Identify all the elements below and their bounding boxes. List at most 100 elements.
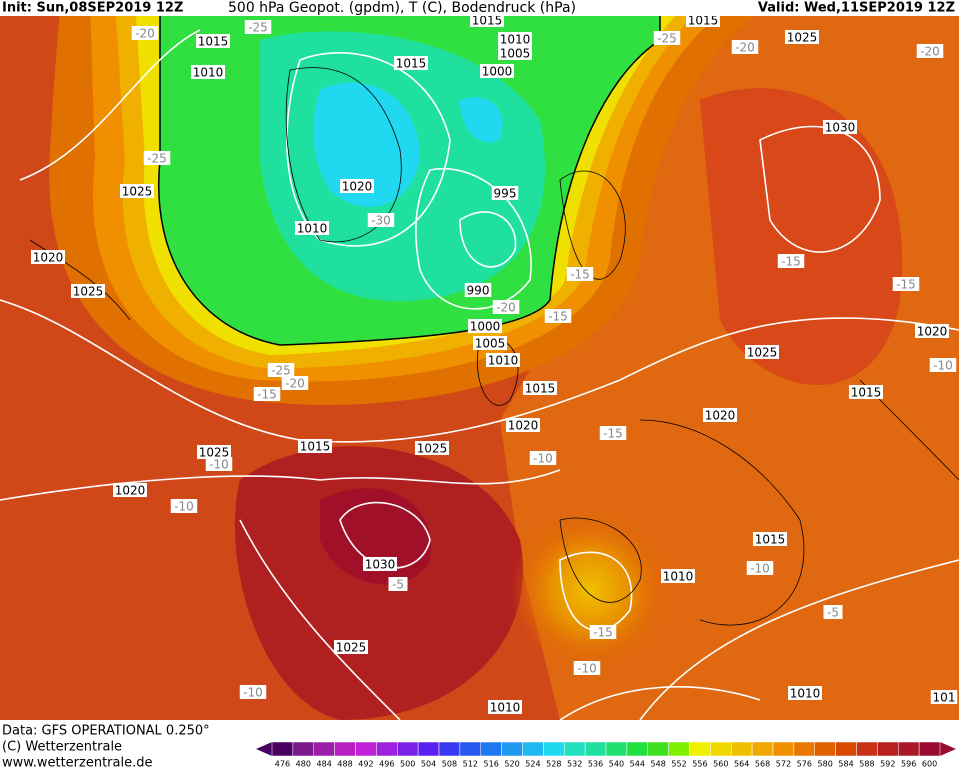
colorbar-swatch [292,741,314,757]
temperature-label: -15 [896,278,916,292]
colorbar-swatch [689,741,711,757]
colorbar-label: 580 [818,760,833,769]
colorbar-label: 576 [797,760,812,769]
colorbar-label: 556 [692,760,707,769]
colorbar-swatch [668,741,690,757]
pressure-label: 1025 [336,641,367,655]
colorbar-label: 516 [484,760,499,769]
pressure-label: 1010 [490,701,521,715]
temperature-label-box [367,213,395,227]
temperature-label: -25 [271,364,291,378]
pressure-label: 1010 [488,354,519,368]
temperature-label: -15 [603,427,623,441]
colorbar-label: 560 [713,760,728,769]
temperature-label-box [566,267,594,281]
pressure-label: 1010 [297,222,328,236]
pressure-label-box [523,381,557,395]
colorbar-label: 548 [651,760,666,769]
colorbar-label: 532 [567,760,582,769]
colorbar-swatch [480,741,502,757]
colorbar-swatch [772,741,795,757]
temperature-label: -15 [570,268,590,282]
colorbar-swatch [856,741,878,757]
colorbar-swatch [522,741,544,757]
temperature-label-box [777,254,805,268]
map-background [0,0,959,720]
pressure-label-box [823,120,857,134]
colorbar-label: 596 [901,760,916,769]
colorbar-arrow-right [940,742,956,756]
temperature-label-box [929,358,957,372]
pressure-label: 1015 [198,35,229,49]
temperature-label-box [170,499,198,513]
temperature-label-box [589,625,617,639]
temperature-label: -10 [750,562,770,576]
pressure-label-box [31,250,65,264]
colorbar-label: 524 [525,760,540,769]
colorbar-label: 520 [504,760,519,769]
temperature-label: -30 [371,214,391,228]
title-text: 500 hPa Geopot. (gpdm), T (C), Bodendruc… [228,0,576,16]
temperature-label: -10 [933,359,953,373]
temperature-label: -10 [243,686,263,700]
temperature-label: -5 [392,578,404,592]
pressure-label: 1010 [790,687,821,701]
pressure-label-box [745,345,779,359]
temperature-label: -10 [577,662,597,676]
pressure-label-box [334,640,368,654]
temperature-label-box [131,26,159,40]
colorbar-swatch [397,741,419,757]
pressure-label: 1010 [193,66,224,80]
pressure-label: 990 [467,284,490,298]
pressure-label: 1020 [33,251,64,265]
pressure-label-box [71,284,105,298]
pressure-label: 1015 [472,14,503,28]
temperature-label-box [653,31,681,45]
temperature-label-box [492,300,520,314]
pressure-label-box [470,13,504,27]
colorbar-label: 564 [734,760,749,769]
pressure-label: 1015 [755,533,786,547]
pressure-label: 1000 [482,65,513,79]
colorbar-swatch [584,741,607,757]
pressure-label-box [498,32,532,46]
pressure-label: 1020 [917,325,948,339]
colorbar-label: 600 [922,760,937,769]
colorbar-swatch [313,741,335,757]
colorbar-label: 588 [859,760,874,769]
colorbar-label: 568 [755,760,770,769]
colorbar-swatch [334,741,356,757]
pressure-label-box [486,353,520,367]
colorbar-label: 496 [379,760,394,769]
pressure-label: 101 [933,691,956,705]
temperature-label: -20 [496,301,516,315]
colorbar-label: 500 [400,760,415,769]
pressure-label-box [340,179,374,193]
init-text: Init: Sun,08SEP2019 12Z [2,1,183,16]
pressure-label-box [703,408,737,422]
temperature-label-box [529,451,557,465]
temperature-label-box [281,376,309,390]
temperature-label: -20 [735,41,755,55]
temperature-label-box [205,457,233,471]
colorbar-swatch [501,741,523,757]
pressure-label-box [120,184,154,198]
pressure-label-box [298,439,332,453]
colorbar-label: 572 [776,760,791,769]
pressure-label: 1020 [508,419,539,433]
pressure-label-box [506,418,540,432]
copyright-text: (C) Wetterzentrale [2,740,122,755]
colorbar-swatch [814,741,836,757]
temperature-label: -10 [209,458,229,472]
colorbar-label: 584 [838,760,853,769]
colorbar-swatch [793,741,815,757]
pressure-label-box [498,46,532,60]
pressure-label-box [295,221,329,235]
colorbar-label: 552 [671,760,686,769]
pressure-label: 1020 [115,484,146,498]
colorbar-swatch [626,741,648,757]
pressure-label: 1025 [199,446,230,460]
pressure-label: 1025 [417,442,448,456]
pressure-label-box [191,65,225,79]
pressure-label: 1015 [396,57,427,71]
